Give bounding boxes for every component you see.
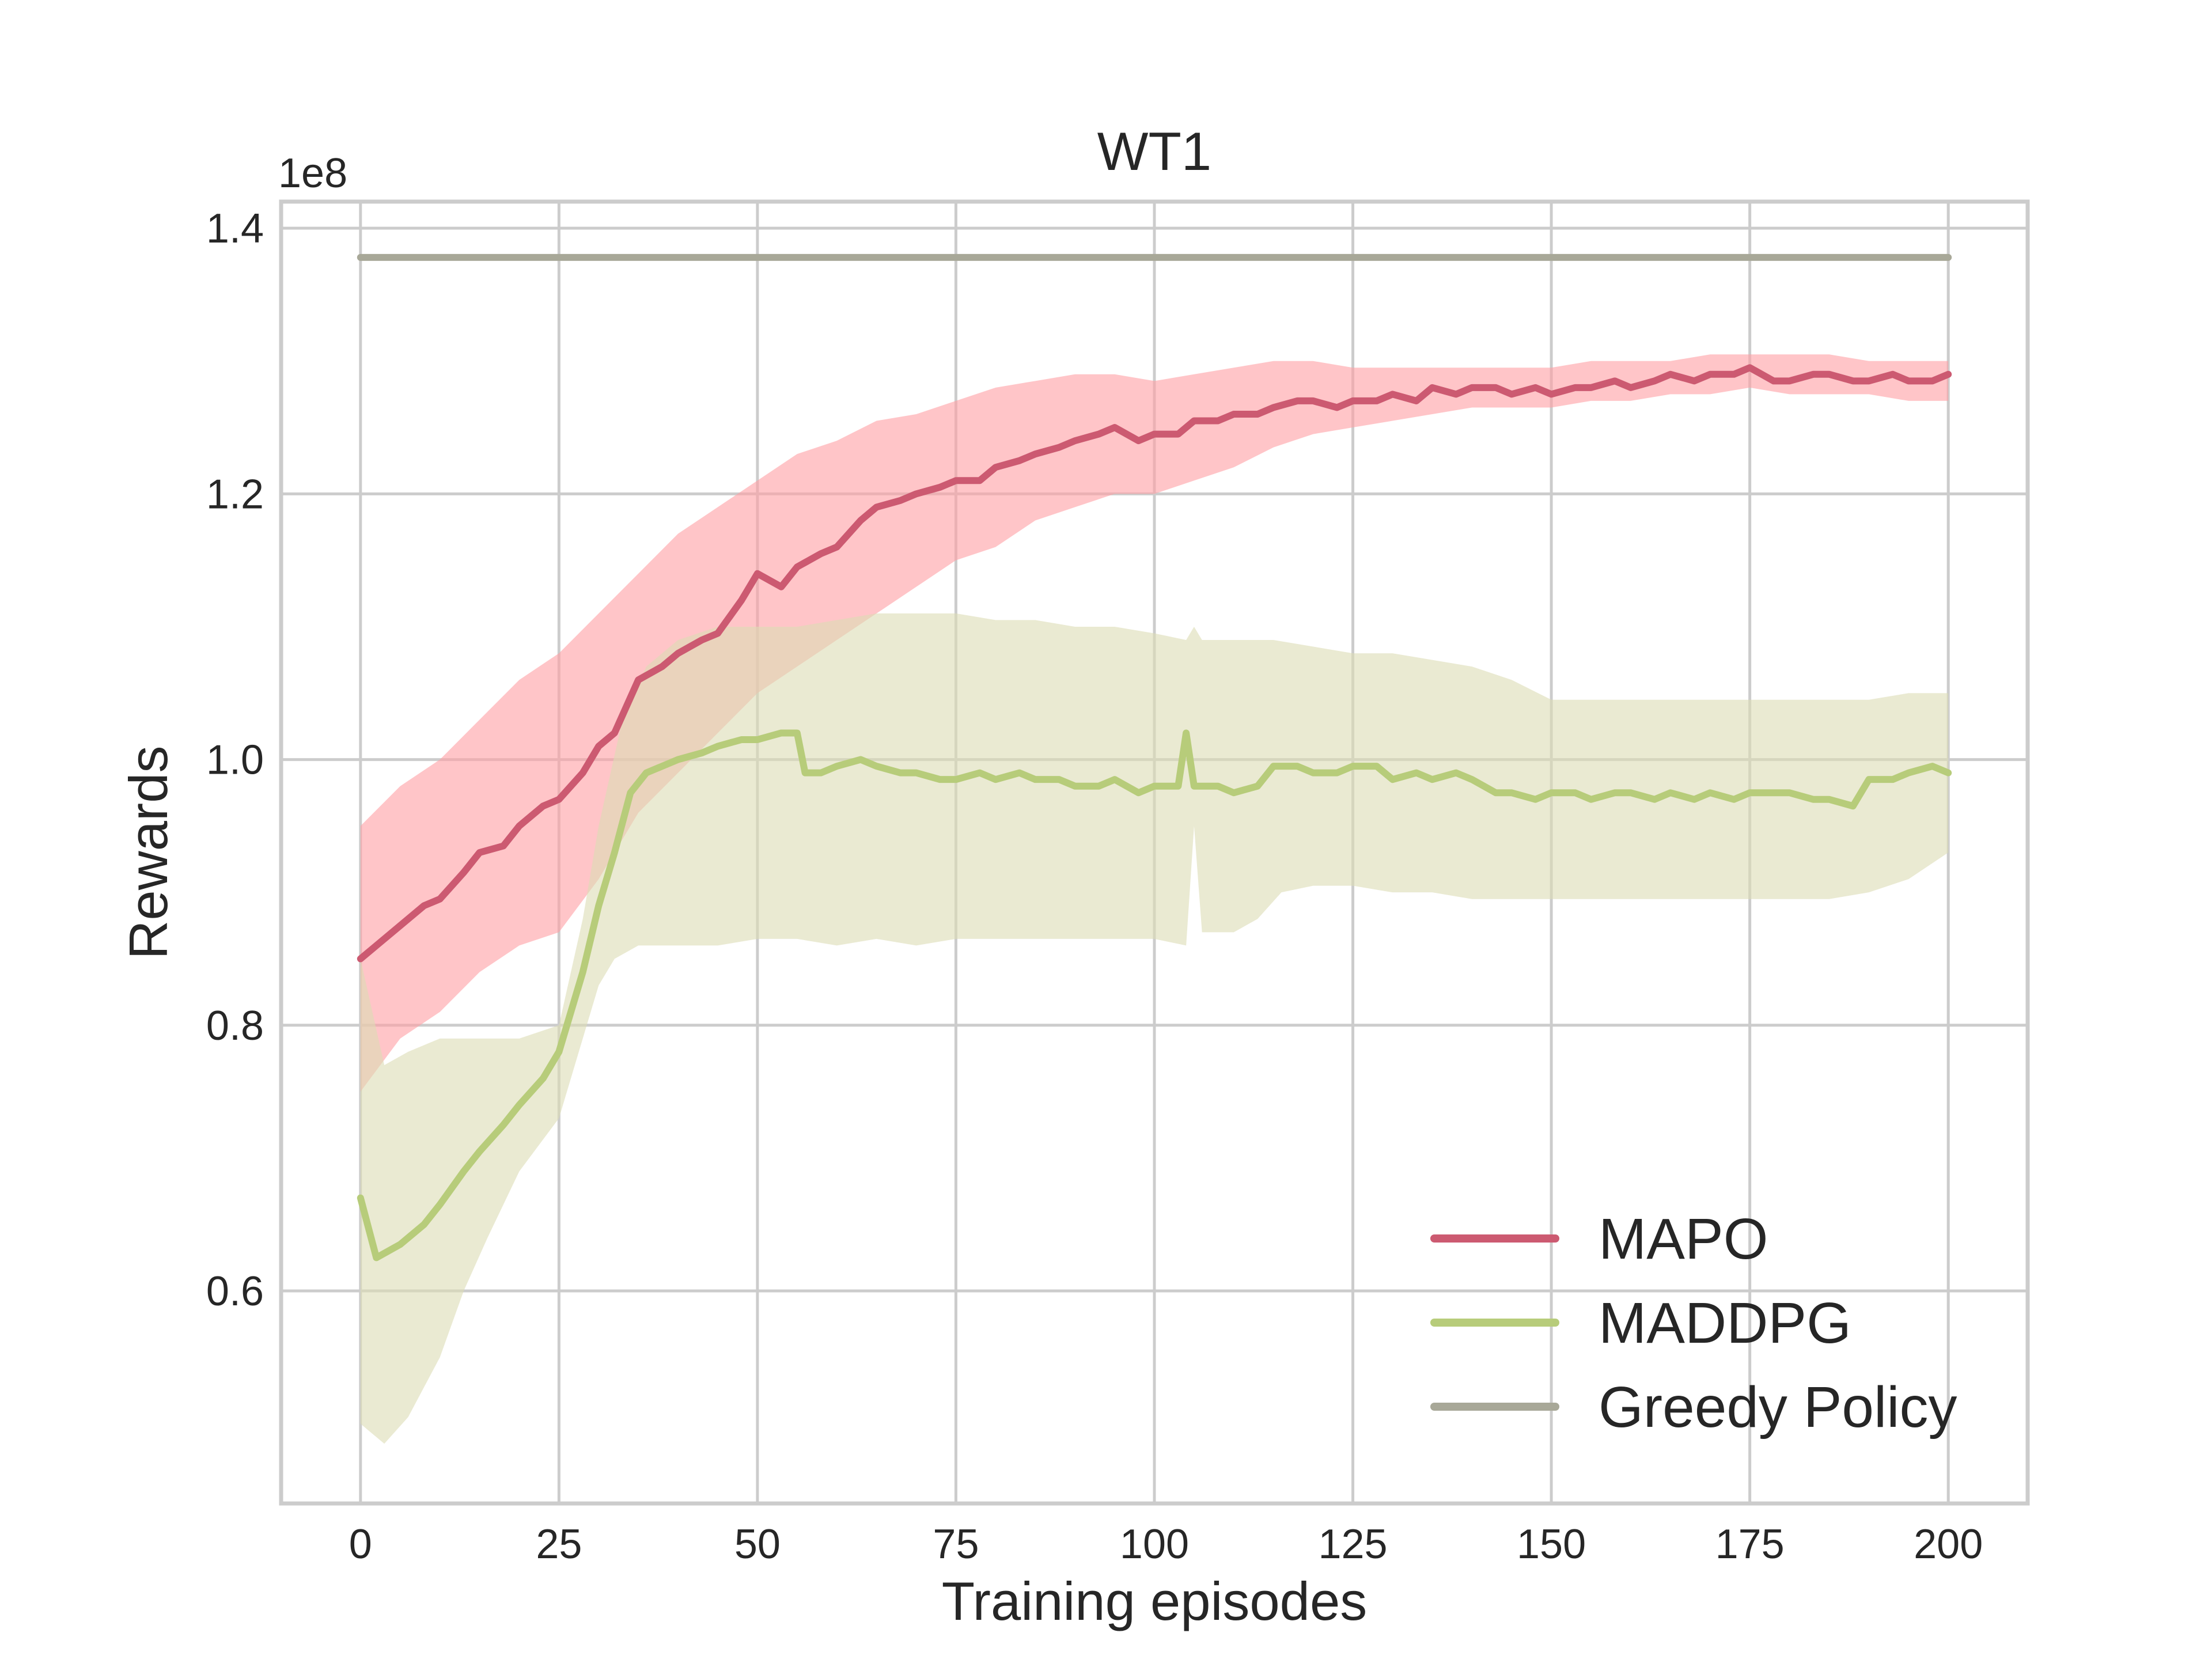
x-tick-label: 150: [1517, 1521, 1586, 1567]
x-axis-label: Training episodes: [942, 1571, 1368, 1631]
x-tick-labels: 0 25 50 75 100 125 150 175 200: [349, 1521, 1983, 1567]
y-tick-label: 0.6: [206, 1268, 264, 1315]
chart-title: WT1: [1097, 121, 1211, 181]
confidence-bands: [360, 354, 1949, 1444]
legend-label: MAPO: [1599, 1207, 1768, 1271]
x-tick-label: 0: [349, 1521, 372, 1567]
line-mapo: [357, 364, 1952, 963]
y-tick-label: 1.2: [206, 471, 264, 517]
plot-frame: [279, 199, 2030, 1506]
band-maddpg: [360, 613, 1949, 1444]
y-tick-label: 1.0: [206, 737, 264, 783]
x-tick-label: 200: [1914, 1521, 1983, 1567]
y-axis-label: Rewards: [118, 746, 179, 960]
y-tick-labels: 0.6 0.8 1.0 1.2 1.4: [206, 206, 264, 1315]
legend-label: Greedy Policy: [1599, 1375, 1957, 1440]
x-tick-label: 100: [1120, 1521, 1189, 1567]
x-tick-label: 50: [734, 1521, 781, 1567]
legend-label: MADDPG: [1599, 1291, 1851, 1355]
x-tick-label: 175: [1715, 1521, 1785, 1567]
series-lines: [357, 253, 1952, 1262]
x-tick-label: 25: [536, 1521, 582, 1567]
band-mapo: [360, 354, 1949, 1092]
x-tick-label: 125: [1318, 1521, 1387, 1567]
y-tick-label: 1.4: [206, 206, 264, 252]
line-maddpg: [357, 729, 1952, 1262]
x-tick-label: 75: [933, 1521, 979, 1567]
y-offset-label: 1e8: [278, 150, 347, 196]
legend: MAPO MADDPG Greedy Policy: [1430, 1207, 1957, 1440]
y-tick-label: 0.8: [206, 1003, 264, 1049]
